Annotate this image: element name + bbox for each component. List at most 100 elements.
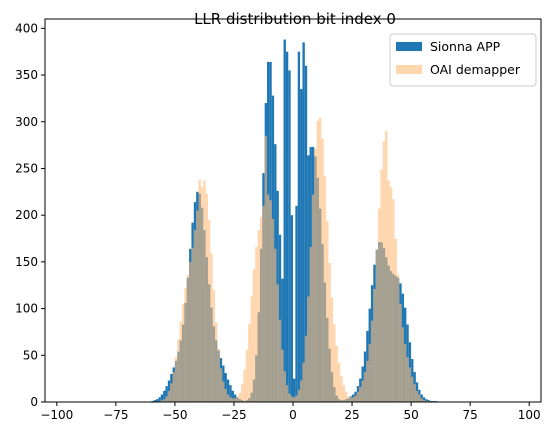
histogram-bar [278,319,282,402]
histogram-bar [337,362,341,402]
histogram-bar [323,175,327,402]
histogram-bar [186,274,190,402]
histogram-bar [387,180,390,402]
legend-swatch-sionna-app [396,42,422,51]
histogram-bar [281,349,284,402]
legend-swatch-oai-demapper [396,65,422,74]
histogram-bar [420,398,423,402]
histogram-bar [368,344,371,402]
histogram-bar [285,51,289,402]
histogram-bar [415,390,419,402]
histogram-bar [212,289,216,402]
histogram-bar [290,396,293,402]
legend-box [389,33,537,87]
histogram-bar [200,187,204,402]
histogram-bar [219,368,223,402]
histogram-bar [248,323,251,402]
histogram-bar [406,357,409,402]
histogram-bar [181,303,185,402]
y-tick-label: 250 [15,161,38,175]
histogram-bar [307,155,310,402]
series-1 [158,118,430,403]
histogram-bar [349,397,353,402]
histogram-bar [340,375,343,402]
histogram-bar [226,394,230,402]
histogram-bar [354,395,357,402]
histogram-bar [295,395,298,402]
histogram-bar [300,89,303,402]
histogram-bar [153,400,157,402]
histogram-bar [359,387,362,402]
histogram-bar [290,215,293,402]
histogram-bar [401,327,405,402]
histogram-bar [217,348,220,402]
x-tick-label: 0 [289,408,297,422]
histogram-bar [375,249,379,402]
histogram-bar [264,135,268,402]
histogram-bar [170,383,173,402]
histogram-bar [172,372,175,402]
histogram-bar [285,385,289,402]
histogram-bar [361,380,364,402]
histogram-bar [205,193,208,402]
histogram-bar [257,230,260,402]
x-axis: −100 −75 −50 −25 0 25 50 75 100 [40,402,541,422]
histogram-bar [427,400,430,402]
histogram-bar [163,399,166,402]
histogram-bar [252,269,256,402]
histogram-bar [281,278,284,402]
histogram-bar [207,219,211,402]
histogram-bar [307,296,310,402]
histogram-bar [399,303,402,402]
histogram-bar [283,39,286,403]
histogram-bar [326,220,329,402]
legend-label-oai-demapper: OAI demapper [430,62,521,77]
histogram-bar [321,138,324,402]
histogram-bar [189,261,192,402]
histogram-bar [389,187,393,402]
y-tick-label: 50 [23,348,38,362]
histogram-bar [165,386,168,402]
y-tick-label: 0 [30,395,38,409]
histogram-bar [356,391,360,402]
histogram-bar [311,194,315,402]
histogram-bar [300,380,303,402]
histogram-bar [408,367,412,402]
histogram-bar [226,379,230,402]
y-tick-label: 200 [15,208,38,222]
histogram-bar [193,230,197,402]
histogram-bar [177,339,180,402]
x-tick-label: −75 [103,408,128,422]
legend-label-sionna-app: Sionna APP [430,39,501,54]
histogram-bar [179,321,182,402]
histogram-bar [392,199,395,402]
y-tick-label: 150 [15,255,38,269]
histogram-bar [342,385,345,402]
histogram-bar [196,210,199,402]
histogram-bar [293,397,296,402]
histogram-bar [378,208,381,402]
histogram-bar [160,400,164,402]
histogram-bar [352,397,355,402]
histogram-bar [241,384,244,402]
histogram-bar [295,205,298,402]
histogram-bar [385,131,388,402]
y-axis: 0 50 100 150 200 250 300 350 400 [15,21,45,409]
histogram-bar [422,400,426,402]
histogram-bars [151,39,438,403]
histogram-bar [276,284,279,402]
histogram-bar [293,378,296,402]
histogram-bar [373,288,376,402]
y-tick-label: 100 [15,302,38,316]
histogram-bar [245,349,249,402]
histogram-bar [250,296,253,402]
histogram-bar [302,362,305,402]
histogram-bar [224,373,227,402]
histogram-bar [231,390,234,402]
y-tick-label: 350 [15,68,38,82]
histogram-bar [156,399,159,402]
x-tick-label: 50 [403,408,418,422]
histogram-bar [380,169,383,402]
histogram-bar [288,70,291,402]
histogram-bar [309,246,312,402]
